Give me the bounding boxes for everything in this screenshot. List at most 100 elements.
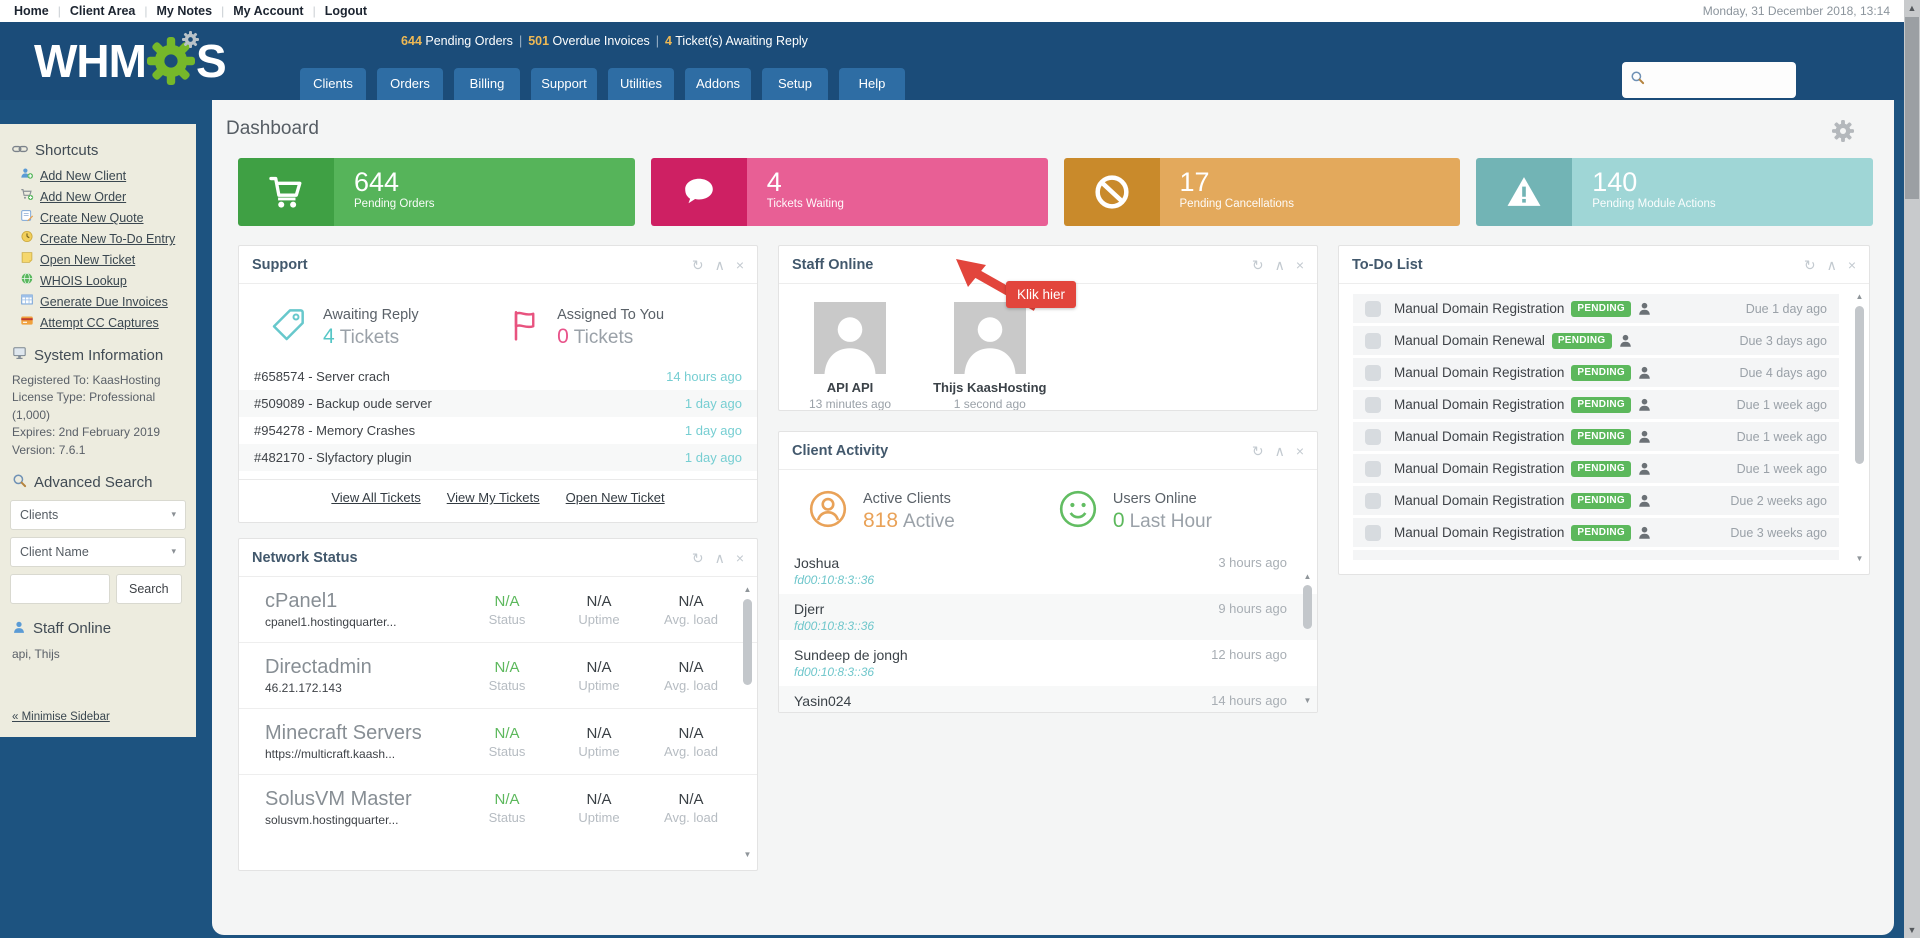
person-icon[interactable] <box>1637 525 1652 540</box>
shortcut-add-new-order[interactable]: Add New Order <box>20 188 186 206</box>
support-link-view-all-tickets[interactable]: View All Tickets <box>331 490 421 505</box>
tab-setup[interactable]: Setup <box>762 68 828 100</box>
refresh-icon[interactable]: ↻ <box>691 549 704 566</box>
scroll-down-icon[interactable]: ▼ <box>1907 925 1917 935</box>
person-icon[interactable] <box>1618 333 1633 348</box>
todo-checkbox[interactable] <box>1365 332 1381 349</box>
todo-checkbox[interactable] <box>1365 396 1381 413</box>
ticket-row[interactable]: #482170 - Slyfactory plugin 1 day ago <box>239 444 757 471</box>
scroll-up-icon[interactable]: ▲ <box>1303 572 1312 581</box>
server-name[interactable]: Directadmin <box>265 656 372 678</box>
tab-support[interactable]: Support <box>531 68 597 100</box>
topbar-link-my-account[interactable]: My Account <box>233 4 304 18</box>
support-link-view-my-tickets[interactable]: View My Tickets <box>446 490 540 505</box>
client-activity-row[interactable]: 3 hours ago Joshua fd00:10:8:3::36 <box>779 548 1317 594</box>
stat-card-tickets-waiting[interactable]: 4 Tickets Waiting <box>650 158 1048 226</box>
topbar-link-home[interactable]: Home <box>14 4 49 18</box>
scroll-up-icon[interactable]: ▲ <box>743 585 752 594</box>
person-icon[interactable] <box>1637 461 1652 476</box>
person-icon[interactable] <box>1637 493 1652 508</box>
client-activity-row[interactable]: 9 hours ago Djerr fd00:10:8:3::36 <box>779 594 1317 640</box>
client-activity-row[interactable]: 12 hours ago Sundeep de jongh fd00:10:8:3:… <box>779 640 1317 686</box>
client-activity-row[interactable]: 14 hours ago Yasin024 <box>779 686 1317 712</box>
todo-label[interactable]: Manual Domain Registration <box>1394 525 1565 540</box>
todo-checkbox[interactable] <box>1365 492 1381 509</box>
tab-clients[interactable]: Clients <box>300 68 366 100</box>
page-scrollbar[interactable]: ▲ ▼ <box>1904 0 1920 938</box>
advanced-search-button[interactable]: Search <box>116 573 182 604</box>
close-icon[interactable]: × <box>1295 256 1304 273</box>
tab-billing[interactable]: Billing <box>454 68 520 100</box>
collapse-icon[interactable]: ∧ <box>1826 256 1837 273</box>
todo-label[interactable]: Manual Domain Registration <box>1394 493 1565 508</box>
scroll-up-icon[interactable]: ▲ <box>1907 3 1917 13</box>
shortcut-create-new-quote[interactable]: Create New Quote <box>20 209 186 227</box>
header-search-box[interactable] <box>1622 62 1827 98</box>
shortcut-open-new-ticket[interactable]: Open New Ticket <box>20 251 186 269</box>
server-name[interactable]: SolusVM Master <box>265 788 412 810</box>
todo-checkbox[interactable] <box>1365 428 1381 445</box>
scroll-down-icon[interactable]: ▼ <box>743 850 752 859</box>
person-icon[interactable] <box>1637 301 1652 316</box>
collapse-icon[interactable]: ∧ <box>714 256 725 273</box>
shortcut-add-new-client[interactable]: Add New Client <box>20 167 186 185</box>
client-name[interactable]: Yasin024 <box>794 693 852 709</box>
todo-checkbox[interactable] <box>1365 524 1381 541</box>
ticket-subject[interactable]: #954278 - Memory Crashes <box>254 423 416 438</box>
todo-label[interactable]: Manual Domain Registration <box>1394 397 1565 412</box>
ticket-row[interactable]: #954278 - Memory Crashes 1 day ago <box>239 417 757 444</box>
stat-card-pending-module-actions[interactable]: 140 Pending Module Actions <box>1476 158 1873 226</box>
ticket-row[interactable]: #509089 - Backup oude server 1 day ago <box>239 390 757 417</box>
advanced-search-input[interactable] <box>10 573 110 604</box>
close-icon[interactable]: × <box>1847 256 1856 273</box>
topbar-link-client-area[interactable]: Client Area <box>69 4 136 18</box>
stat-card-pending-orders[interactable]: 644 Pending Orders <box>238 158 635 226</box>
client-name[interactable]: Sundeep de jongh <box>794 647 908 663</box>
collapse-icon[interactable]: ∧ <box>1274 442 1285 459</box>
ticket-subject[interactable]: #509089 - Backup oude server <box>254 396 432 411</box>
close-icon[interactable]: × <box>735 549 744 566</box>
server-name[interactable]: cPanel1 <box>265 590 338 612</box>
scrollbar-thumb[interactable] <box>1905 17 1919 199</box>
tab-addons[interactable]: Addons <box>685 68 751 100</box>
alert-summary[interactable]: 644 Pending Orders | 501 Overdue Invoices |… <box>401 34 808 48</box>
scroll-down-icon[interactable]: ▼ <box>1303 696 1312 705</box>
todo-label[interactable]: Manual Domain Registration <box>1394 461 1565 476</box>
staff-member[interactable]: API API 13 minutes ago <box>809 302 891 410</box>
client-name[interactable]: Djerr <box>794 601 825 617</box>
header-search-input[interactable] <box>1651 72 1827 88</box>
todo-checkbox[interactable] <box>1365 364 1381 381</box>
collapse-icon[interactable]: ∧ <box>1274 256 1285 273</box>
staff-member[interactable]: Thijs KaasHosting 1 second ago <box>933 302 1046 410</box>
minimise-sidebar-link[interactable]: « Minimise Sidebar <box>12 711 110 723</box>
refresh-icon[interactable]: ↻ <box>1251 256 1264 273</box>
topbar-link-logout[interactable]: Logout <box>324 4 368 18</box>
search-field-select[interactable]: Client Name ▾ <box>10 536 186 567</box>
shortcut-create-new-to-do-entry[interactable]: Create New To-Do Entry <box>20 230 186 248</box>
refresh-icon[interactable]: ↻ <box>691 256 704 273</box>
network-scrollbar[interactable]: ▲ ▼ <box>741 585 754 860</box>
close-icon[interactable]: × <box>735 256 744 273</box>
todo-label[interactable]: Manual Domain Registration <box>1394 365 1565 380</box>
collapse-icon[interactable]: ∧ <box>714 549 725 566</box>
refresh-icon[interactable]: ↻ <box>1803 256 1816 273</box>
client-name[interactable]: Joshua <box>794 555 840 571</box>
person-icon[interactable] <box>1637 429 1652 444</box>
todo-checkbox[interactable] <box>1365 460 1381 477</box>
whmcs-logo[interactable]: WHM S <box>34 31 227 90</box>
topbar-link-my-notes[interactable]: My Notes <box>156 4 213 18</box>
shortcut-attempt-cc-captures[interactable]: Attempt CC Captures <box>20 314 186 332</box>
support-link-open-new-ticket[interactable]: Open New Ticket <box>565 490 665 505</box>
server-name[interactable]: Minecraft Servers <box>265 722 422 744</box>
tab-help[interactable]: Help <box>839 68 905 100</box>
ticket-subject[interactable]: #482170 - Slyfactory plugin <box>254 450 412 465</box>
search-type-select[interactable]: Clients ▾ <box>10 499 186 530</box>
ticket-subject[interactable]: #658574 - Server crach <box>254 369 390 384</box>
shortcut-whois-lookup[interactable]: WHOIS Lookup <box>20 272 186 290</box>
person-icon[interactable] <box>1637 397 1652 412</box>
ticket-row[interactable]: #658574 - Server crach 14 hours ago <box>239 363 757 390</box>
person-icon[interactable] <box>1637 365 1652 380</box>
scroll-up-icon[interactable]: ▲ <box>1855 292 1864 301</box>
close-icon[interactable]: × <box>1295 442 1304 459</box>
refresh-icon[interactable]: ↻ <box>1251 442 1264 459</box>
